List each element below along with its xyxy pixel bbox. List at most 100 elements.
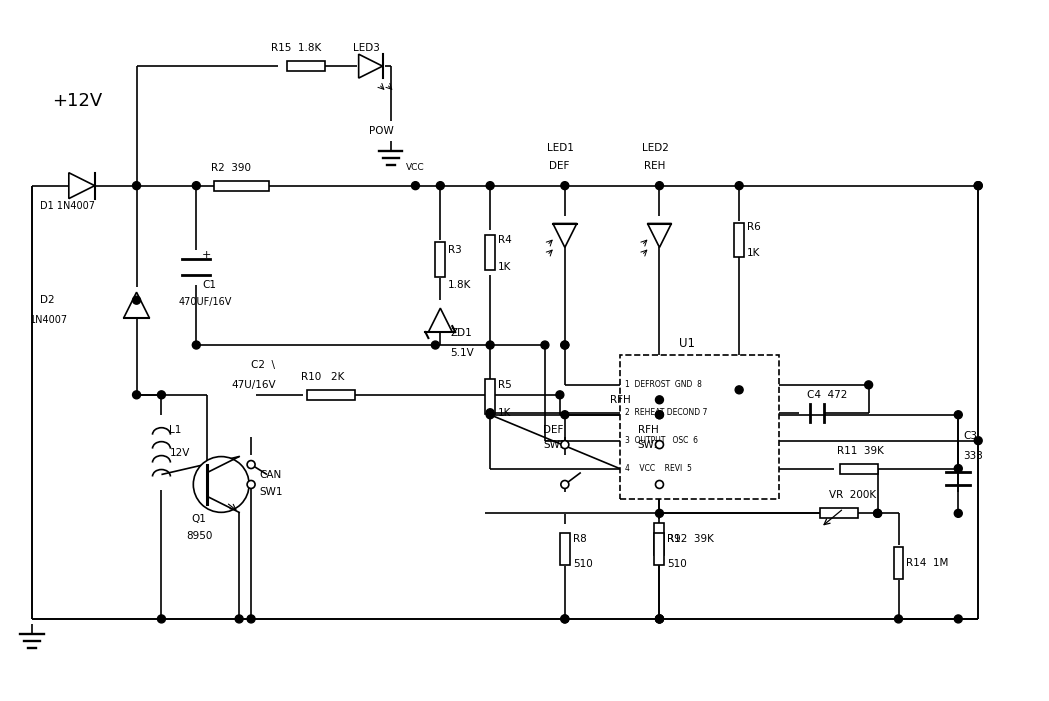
Circle shape — [975, 437, 982, 444]
Circle shape — [486, 411, 494, 418]
Bar — [655, 533, 664, 565]
Text: 5.1V: 5.1V — [450, 348, 474, 358]
Circle shape — [735, 182, 743, 190]
Circle shape — [132, 297, 141, 304]
Circle shape — [436, 182, 445, 190]
Text: 470UF/16V: 470UF/16V — [178, 297, 232, 307]
Bar — [560, 533, 570, 565]
Polygon shape — [553, 224, 577, 247]
Circle shape — [656, 480, 663, 489]
Text: SW1: SW1 — [259, 487, 282, 498]
Text: 1  DEFROST  GND  8: 1 DEFROST GND 8 — [624, 381, 702, 389]
Circle shape — [955, 465, 962, 472]
Bar — [435, 243, 446, 278]
Text: +: + — [201, 250, 211, 260]
Circle shape — [192, 182, 200, 190]
Circle shape — [656, 510, 663, 517]
Text: CAN: CAN — [259, 470, 281, 479]
Polygon shape — [69, 172, 94, 198]
Bar — [655, 416, 664, 451]
Text: R8: R8 — [573, 534, 586, 544]
Circle shape — [656, 615, 663, 623]
Text: LED1: LED1 — [547, 143, 574, 153]
Circle shape — [656, 441, 663, 449]
Circle shape — [561, 480, 569, 489]
Text: C3: C3 — [963, 430, 978, 441]
Text: VR  200K: VR 200K — [829, 491, 876, 501]
Text: R9: R9 — [667, 534, 681, 544]
Text: SW3: SW3 — [638, 440, 661, 449]
Text: 1N4007: 1N4007 — [30, 315, 68, 325]
Text: R11  39K: R11 39K — [837, 446, 883, 456]
Text: DEF: DEF — [549, 161, 570, 171]
Text: 510: 510 — [667, 559, 687, 569]
Text: R12  39K: R12 39K — [667, 534, 714, 544]
Bar — [485, 236, 495, 271]
Text: 1K: 1K — [498, 262, 512, 272]
Text: 3  OUTPUT   OSC  6: 3 OUTPUT OSC 6 — [624, 436, 698, 445]
Circle shape — [486, 409, 494, 416]
Text: VCC: VCC — [406, 163, 424, 172]
Text: R5: R5 — [498, 380, 512, 390]
Circle shape — [895, 615, 902, 623]
Text: R7: R7 — [667, 418, 681, 428]
Circle shape — [561, 615, 569, 623]
Circle shape — [561, 441, 569, 449]
Bar — [655, 524, 664, 555]
Circle shape — [735, 386, 743, 394]
Text: R3: R3 — [448, 245, 462, 255]
Bar — [820, 508, 858, 518]
Circle shape — [656, 182, 663, 190]
Circle shape — [975, 182, 982, 190]
Circle shape — [561, 411, 569, 418]
Circle shape — [248, 480, 255, 489]
Text: 12V: 12V — [169, 448, 190, 458]
Text: R14  1M: R14 1M — [906, 558, 949, 568]
Polygon shape — [647, 224, 671, 247]
Circle shape — [541, 341, 549, 349]
Circle shape — [556, 391, 564, 399]
Text: 1K: 1K — [747, 248, 761, 259]
Text: 1K: 1K — [667, 448, 681, 458]
Circle shape — [656, 615, 663, 623]
Circle shape — [975, 182, 982, 190]
Circle shape — [561, 341, 569, 349]
Circle shape — [955, 615, 962, 623]
Circle shape — [132, 391, 141, 399]
Text: +12V: +12V — [51, 92, 102, 110]
Bar — [214, 181, 269, 191]
Polygon shape — [124, 292, 150, 318]
Circle shape — [486, 182, 494, 190]
Circle shape — [874, 510, 881, 517]
Text: LED2: LED2 — [642, 143, 668, 153]
Circle shape — [486, 341, 494, 349]
Text: D1 1N4007: D1 1N4007 — [40, 200, 94, 210]
Circle shape — [248, 461, 255, 468]
Polygon shape — [428, 308, 452, 332]
Bar — [307, 390, 355, 400]
Text: REH: REH — [643, 161, 665, 171]
Circle shape — [132, 182, 141, 190]
Circle shape — [192, 341, 200, 349]
Circle shape — [864, 381, 873, 389]
Text: 8950: 8950 — [187, 531, 213, 541]
Text: 2  REHEAT DECOND 7: 2 REHEAT DECOND 7 — [624, 408, 707, 417]
Circle shape — [656, 411, 663, 418]
Text: C4  472: C4 472 — [807, 390, 848, 400]
Text: R15  1.8K: R15 1.8K — [271, 43, 321, 53]
Bar — [734, 222, 744, 257]
Circle shape — [193, 456, 249, 512]
Text: D2: D2 — [40, 295, 55, 305]
Circle shape — [561, 615, 569, 623]
Text: 4    VCC    REVI  5: 4 VCC REVI 5 — [624, 464, 691, 473]
Text: R2  390: R2 390 — [211, 163, 252, 172]
Text: 1K: 1K — [498, 408, 512, 418]
Text: R6: R6 — [747, 222, 761, 233]
Circle shape — [431, 341, 440, 349]
Circle shape — [248, 615, 255, 623]
Circle shape — [561, 341, 569, 349]
Text: RFH: RFH — [638, 425, 659, 435]
Circle shape — [656, 396, 663, 404]
Circle shape — [874, 510, 881, 517]
Text: C2  \: C2 \ — [251, 360, 275, 370]
